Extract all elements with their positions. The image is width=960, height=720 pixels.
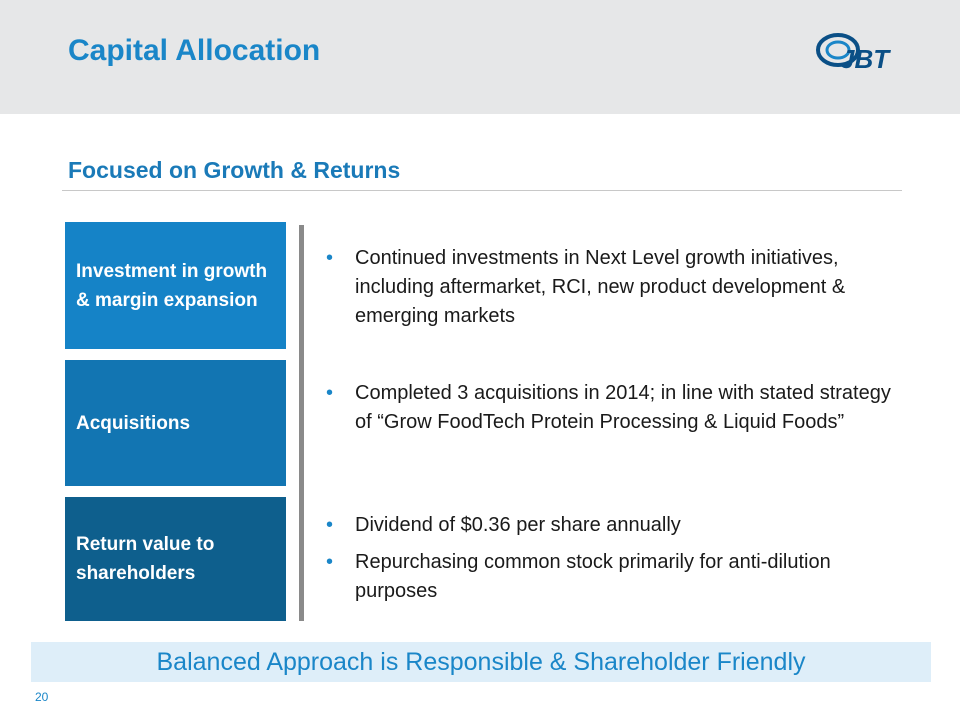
- section-subtitle: Focused on Growth & Returns: [68, 157, 401, 183]
- page-number: 20: [35, 690, 49, 704]
- vertical-divider: [299, 225, 304, 621]
- bullet-text: Repurchasing common stock primarily for …: [355, 551, 831, 602]
- bullet-dot: •: [326, 514, 334, 536]
- logo-text: JBT: [840, 44, 891, 74]
- bullet-text: Completed 3 acquisitions in 2014; in lin…: [355, 382, 891, 433]
- bullet-group-investment: • Continued investments in Next Level gr…: [326, 244, 906, 331]
- bullet-group-acquisitions: • Completed 3 acquisitions in 2014; in l…: [326, 379, 906, 437]
- header-band: [0, 0, 960, 114]
- jbt-logo: JBT: [814, 28, 898, 88]
- bullet-text: Continued investments in Next Level grow…: [355, 247, 846, 327]
- bullet-item: • Dividend of $0.36 per share annually: [326, 511, 906, 540]
- subtitle-divider: [62, 190, 902, 191]
- slide-title: Capital Allocation: [68, 34, 321, 67]
- category-box-acquisitions: Acquisitions: [65, 360, 286, 486]
- category-label: Investment in growth & margin expansion: [76, 260, 268, 311]
- category-label: Acquisitions: [76, 412, 191, 434]
- bullet-dot: •: [326, 551, 334, 573]
- category-box-returns: Return value to shareholders: [65, 497, 286, 621]
- bullet-dot: •: [326, 382, 334, 404]
- category-label: Return value to shareholders: [76, 534, 215, 584]
- bullet-item: • Repurchasing common stock primarily fo…: [326, 548, 906, 606]
- category-box-investment: Investment in growth & margin expansion: [65, 222, 286, 349]
- bullet-item: • Continued investments in Next Level gr…: [326, 244, 906, 331]
- bullet-text: Dividend of $0.36 per share annually: [355, 514, 681, 536]
- bullet-item: • Completed 3 acquisitions in 2014; in l…: [326, 379, 906, 437]
- jbt-logo-icon: JBT: [816, 33, 891, 74]
- bullet-dot: •: [326, 247, 334, 269]
- summary-banner: Balanced Approach is Responsible & Share…: [31, 642, 931, 682]
- bullet-group-returns: • Dividend of $0.36 per share annually •…: [326, 511, 906, 606]
